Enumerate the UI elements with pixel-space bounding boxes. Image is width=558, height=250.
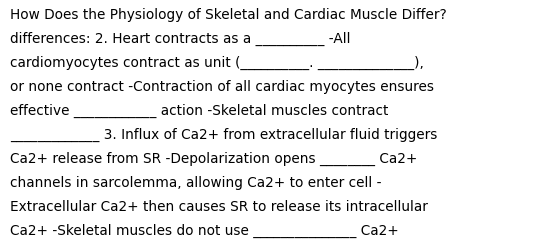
- Text: How Does the Physiology of Skeletal and Cardiac Muscle Differ?: How Does the Physiology of Skeletal and …: [10, 8, 447, 22]
- Text: _____________ 3. Influx of Ca2+ from extracellular fluid triggers: _____________ 3. Influx of Ca2+ from ext…: [10, 128, 437, 141]
- Text: effective ____________ action -Skeletal muscles contract: effective ____________ action -Skeletal …: [10, 104, 388, 118]
- Text: Ca2+ release from SR -Depolarization opens ________ Ca2+: Ca2+ release from SR -Depolarization ope…: [10, 152, 417, 166]
- Text: differences: 2. Heart contracts as a __________ -All: differences: 2. Heart contracts as a ___…: [10, 32, 350, 46]
- Text: Extracellular Ca2+ then causes SR to release its intracellular: Extracellular Ca2+ then causes SR to rel…: [10, 199, 428, 213]
- Text: Ca2+ -Skeletal muscles do not use _______________ Ca2+: Ca2+ -Skeletal muscles do not use ______…: [10, 223, 399, 237]
- Text: or none contract -Contraction of all cardiac myocytes ensures: or none contract -Contraction of all car…: [10, 80, 434, 94]
- Text: cardiomyocytes contract as unit (__________. ______________),: cardiomyocytes contract as unit (_______…: [10, 56, 424, 70]
- Text: channels in sarcolemma, allowing Ca2+ to enter cell -: channels in sarcolemma, allowing Ca2+ to…: [10, 175, 382, 189]
